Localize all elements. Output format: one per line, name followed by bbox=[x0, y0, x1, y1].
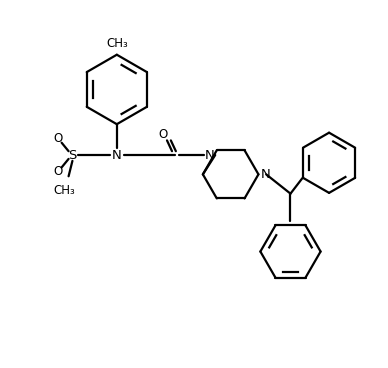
Text: S: S bbox=[68, 149, 76, 162]
Text: CH₃: CH₃ bbox=[106, 37, 128, 50]
Text: N: N bbox=[204, 149, 214, 162]
Text: O: O bbox=[53, 132, 62, 145]
Text: O: O bbox=[53, 165, 62, 178]
Text: CH₃: CH₃ bbox=[54, 184, 76, 197]
Text: N: N bbox=[260, 168, 270, 181]
Text: N: N bbox=[112, 149, 122, 162]
Text: O: O bbox=[159, 128, 168, 141]
